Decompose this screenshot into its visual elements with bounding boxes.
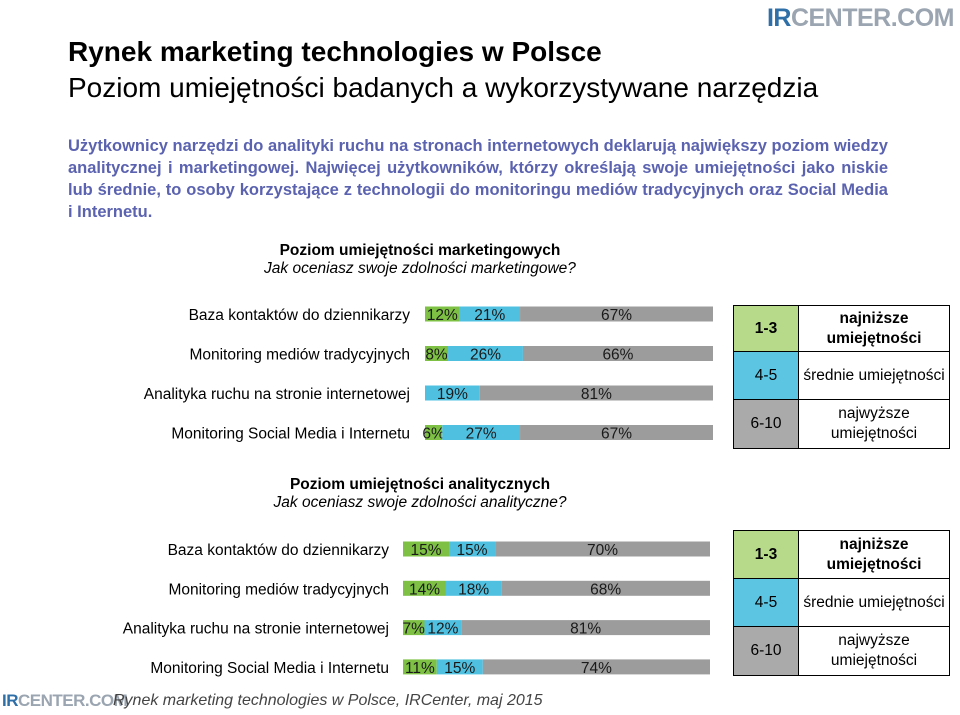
- chart2-heading: Poziom umiejętności analitycznych Jak oc…: [0, 476, 840, 512]
- bar-segment-mid: [459, 306, 521, 322]
- legend1-desc-low: najniższe umiejętności: [798, 305, 950, 352]
- bar-segment-high: [479, 385, 713, 401]
- data-label: 18%: [458, 581, 489, 598]
- bar-segment-low: [403, 620, 425, 636]
- chart1-heading: Poziom umiejętności marketingowych Jak o…: [0, 242, 840, 278]
- page-subtitle: Poziom umiejętności badanych a wykorzyst…: [68, 72, 819, 103]
- bar-segment-high: [520, 425, 713, 440]
- chart2-title: Poziom umiejętności analitycznych: [289, 476, 551, 493]
- footer-source: Rynek marketing technologies w Polsce, I…: [113, 692, 543, 709]
- data-label: 26%: [470, 347, 501, 364]
- data-label: 14%: [409, 581, 440, 598]
- data-label: 19%: [437, 386, 468, 403]
- data-label: 67%: [601, 426, 632, 443]
- data-label: 66%: [602, 347, 633, 364]
- bar-segment-high: [520, 306, 713, 322]
- category-label: Analityka ruchu na stronie internetowej: [144, 386, 410, 403]
- chart1-question: Jak oceniasz swoje zdolności marketingow…: [264, 260, 576, 277]
- bar-segment-mid: [442, 425, 521, 440]
- bar-segment-low: [403, 659, 437, 675]
- bar-segment-mid: [449, 541, 496, 557]
- legend2-key-mid: 4-5: [733, 578, 799, 627]
- data-label: 74%: [581, 660, 612, 677]
- bar-segment-low: [403, 541, 450, 557]
- chart1-legend: 1-3 najniższe umiejętności 4-5 średnie u…: [733, 305, 950, 449]
- bar-segment-mid: [425, 385, 480, 401]
- data-label: 21%: [474, 307, 505, 324]
- data-label: 6%: [422, 426, 445, 443]
- category-label: Monitoring mediów tradycyjnych: [168, 581, 389, 598]
- bar-segment-high: [501, 580, 710, 596]
- bar-segment-low: [425, 346, 449, 361]
- data-label: 15%: [457, 542, 488, 559]
- legend2-desc-high: najwyższe umiejętności: [798, 626, 950, 676]
- data-label: 67%: [601, 307, 632, 324]
- brand-logo: IRCENTER.COM: [766, 4, 955, 32]
- legend1-key-low: 1-3: [733, 305, 799, 352]
- legend1-key-mid: 4-5: [733, 351, 799, 400]
- bar-segment-mid: [445, 580, 502, 596]
- chart2-question: Jak oceniasz swoje zdolności analityczne…: [273, 494, 567, 511]
- data-label: 81%: [581, 386, 612, 403]
- bar-segment-mid: [436, 659, 483, 675]
- chart1-title: Poziom umiejętności marketingowych: [279, 242, 561, 259]
- bar-segment-high: [495, 541, 710, 557]
- page-title: Rynek marketing technologies w Polsce: [68, 36, 602, 67]
- bar-segment-mid: [448, 346, 523, 361]
- legend2-desc-mid: średnie umiejętności: [798, 578, 950, 627]
- bar-segment-high: [461, 620, 710, 636]
- data-label: 11%: [405, 660, 435, 677]
- bar-segment-low: [425, 306, 460, 322]
- category-label: Analityka ruchu na stronie internetowej: [123, 621, 389, 638]
- category-label: Baza kontaktów do dziennikarzy: [168, 542, 390, 559]
- legend1-key-high: 6-10: [733, 399, 799, 449]
- category-label: Baza kontaktów do dziennikarzy: [189, 307, 411, 324]
- data-label: 8%: [425, 347, 448, 364]
- bar-segment-low: [403, 580, 446, 596]
- legend2-desc-low: najniższe umiejętności: [798, 530, 950, 579]
- data-label: 15%: [411, 542, 442, 559]
- legend1-desc-high: najwyższe umiejętności: [798, 399, 950, 449]
- category-label: Monitoring mediów tradycyjnych: [189, 347, 410, 364]
- data-label: 68%: [590, 581, 621, 598]
- category-label: Monitoring Social Media i Internetu: [150, 660, 389, 677]
- chart2-legend: 1-3 najniższe umiejętności 4-5 średnie u…: [733, 530, 950, 676]
- data-label: 7%: [403, 621, 426, 638]
- data-label: 12%: [427, 307, 458, 324]
- bar-segment-high: [482, 659, 710, 675]
- legend2-key-low: 1-3: [733, 530, 799, 579]
- bar-segment-high: [522, 346, 713, 361]
- data-label: 27%: [466, 426, 497, 443]
- footer-logo: IRCENTER.COM: [2, 691, 128, 710]
- data-label: 12%: [427, 621, 458, 638]
- legend2-key-high: 6-10: [733, 626, 799, 676]
- data-label: 81%: [570, 621, 601, 638]
- data-label: 15%: [444, 660, 475, 677]
- category-label: Monitoring Social Media i Internetu: [171, 426, 410, 443]
- data-label: 70%: [587, 542, 618, 559]
- bar-segment-mid: [424, 620, 462, 636]
- intro-paragraph: Użytkownicy narzędzi do analityki ruchu …: [68, 137, 888, 221]
- bar-segment-low: [425, 425, 443, 440]
